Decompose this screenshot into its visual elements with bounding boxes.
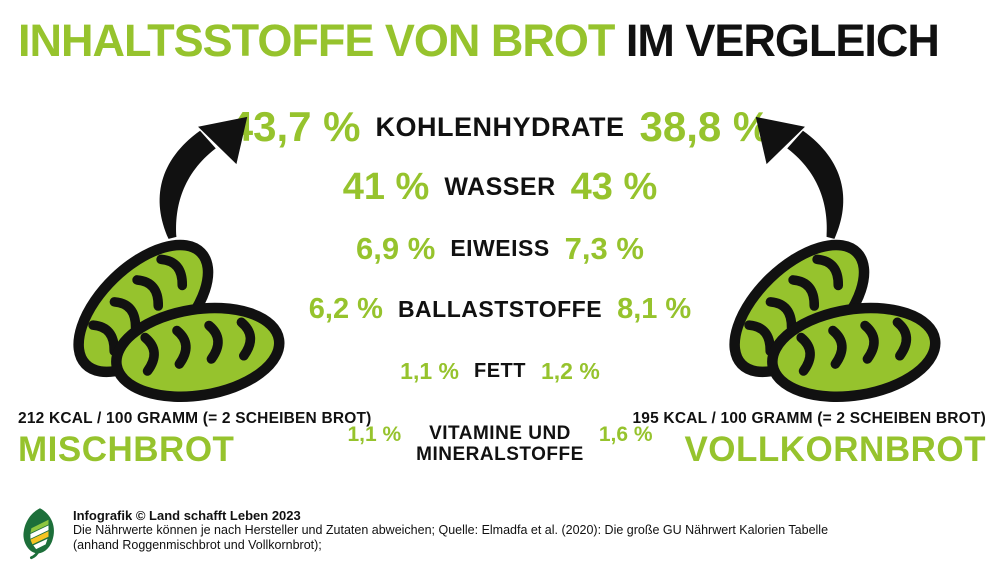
nutrient-label: FETT — [474, 360, 526, 383]
row-fett: 1,1 % FETT 1,2 % — [400, 360, 600, 383]
nutrient-comparison: 43,7 % KOHLENHYDRATE 38,8 % 41 % WASSER … — [180, 106, 820, 466]
mischbrot-value: 1,1 % — [400, 358, 459, 384]
nutrient-label-line1: VITAMINE UND — [429, 423, 571, 444]
row-ballaststoffe: 6,2 % BALLASTSTOFFE 8,1 % — [309, 295, 691, 324]
mischbrot-value: 6,9 % — [356, 231, 436, 266]
page-title: INHALTSSTOFFE VON BROT IM VERGLEICH — [18, 15, 940, 66]
vollkornbrot-name: VOLLKORNBROT — [684, 430, 986, 470]
footer-text: Infografik © Land schafft Leben 2023 Die… — [73, 505, 828, 553]
nutrient-label: KOHLENHYDRATE — [375, 111, 625, 142]
footer: Infografik © Land schafft Leben 2023 Die… — [20, 505, 828, 561]
vollkornbrot-caption: 195 KCAL / 100 GRAMM (= 2 SCHEIBEN BROT)… — [566, 410, 986, 469]
mischbrot-kcal: 212 KCAL / 100 GRAMM (= 2 SCHEIBEN BROT) — [18, 410, 372, 427]
mischbrot-value: 41 % — [342, 166, 430, 208]
row-kohlenhydrate: 43,7 % KOHLENHYDRATE 38,8 % — [230, 106, 771, 148]
nutrient-label-line2: MINERALSTOFFE — [416, 444, 584, 466]
vollkornbrot-value: 7,3 % — [564, 231, 644, 266]
row-wasser: 41 % WASSER 43 % — [343, 168, 658, 206]
nutrient-label: BALLASTSTOFFE — [397, 295, 603, 322]
curved-arrow-icon — [159, 116, 248, 239]
vollkornbrot-value: 38,8 % — [639, 103, 771, 150]
leaf-logo-icon — [23, 508, 54, 560]
curved-arrow-icon — [755, 116, 844, 239]
title-green-part: INHALTSSTOFFE VON BROT — [18, 15, 615, 66]
mischbrot-name: MISCHBROT — [18, 430, 235, 470]
mischbrot-value: 6,2 % — [308, 293, 383, 325]
nutrient-label: WASSER — [444, 173, 556, 201]
bread-loaf-icon — [729, 239, 941, 403]
mischbrot-caption: 212 KCAL / 100 GRAMM (= 2 SCHEIBEN BROT)… — [18, 410, 438, 469]
footer-disclaimer-line1: Die Nährwerte können je nach Hersteller … — [73, 523, 829, 538]
vollkornbrot-value: 43 % — [570, 166, 658, 208]
footer-credit: Infografik © Land schafft Leben 2023 — [73, 508, 301, 523]
title-black-part: IM VERGLEICH — [625, 15, 940, 66]
row-vitamine-mineralstoffe: 1,1 % VITAMINE UND MINERALSTOFFE 1,6 % — [347, 423, 652, 466]
vollkornbrot-value: 1,6 % — [598, 423, 653, 446]
nutrient-label: EIWEISS — [450, 234, 550, 261]
vollkornbrot-value: 8,1 % — [617, 293, 692, 325]
vollkornbrot-kcal: 195 KCAL / 100 GRAMM (= 2 SCHEIBEN BROT) — [632, 410, 986, 427]
footer-disclaimer-line2: (anhand Roggenmischbrot und Vollkornbrot… — [73, 538, 322, 553]
mischbrot-value: 1,1 % — [347, 423, 402, 446]
vollkornbrot-value: 1,2 % — [541, 358, 600, 384]
row-eiweiss: 6,9 % EIWEISS 7,3 % — [356, 233, 644, 264]
bread-loaf-icon — [73, 239, 285, 403]
nutrient-label: VITAMINE UND MINERALSTOFFE — [416, 423, 584, 466]
mischbrot-value: 43,7 % — [229, 103, 361, 150]
